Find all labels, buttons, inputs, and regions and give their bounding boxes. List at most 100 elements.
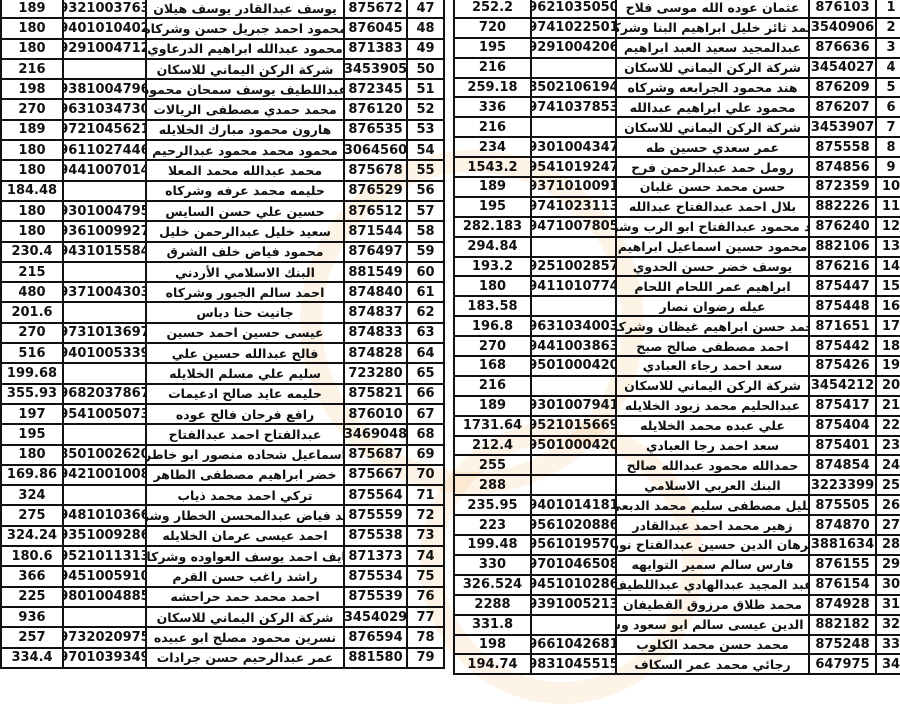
id-cell: 875821 [345,384,408,405]
table-row: 331.8 حسام الدين عيسى سالم ابو سعود وشركا… [455,615,900,636]
value-cell: 180 [2,161,64,182]
id-cell: 875401 [810,436,877,457]
phone-cell: 9621035050 [532,0,617,19]
number-cell: 23 [877,437,900,457]
name-cell: البنك الاسلامي الأردني [147,262,345,284]
phone-cell [532,376,617,397]
id-cell: 876497 [345,242,408,263]
name-cell: محمود علي ابراهيم عبدالله [617,98,810,119]
number-cell: 76 [408,587,445,608]
name-cell: حسام الدين عيسى سالم ابو سعود وشركاه [617,615,810,636]
value-cell: 257 [2,628,64,649]
number-cell: 79 [408,648,445,669]
name-cell: عثمان عوده الله موسى فلاح [617,0,810,19]
number-cell: 29 [877,556,900,576]
value-cell: 180 [2,222,64,243]
value-cell: 196.8 [455,317,532,338]
phone-cell: 9741037853 [532,98,617,119]
phone-cell: 9451010286 [532,575,617,596]
phone-cell: 9401014181 [532,496,617,517]
value-cell: 216 [455,118,532,139]
id-cell: 876154 [810,575,877,596]
table-row: 223 9561020886 زهير محمد احمد عبدالقادر 874… [455,516,900,537]
number-cell: 3 [877,39,900,59]
number-cell: 62 [408,303,445,324]
phone-cell: 9682037867 [64,384,147,405]
value-cell: 215 [2,262,64,284]
number-cell: 27 [877,516,900,537]
number-cell: 57 [408,201,445,223]
value-cell: 169.86 [2,465,64,487]
phone-cell: 9732020975 [64,628,147,649]
phone-cell [64,486,147,507]
value-cell: 331.8 [455,615,532,636]
name-cell: حسن محمد حسن غلبان [617,178,810,198]
table-row: 324.24 9351009286 احمد عيسى عرمان الخلايله… [2,526,445,548]
table-row: 197 9541005073 رافع فرحان فالح عوده 876010 6… [2,404,445,426]
value-cell: 326.524 [455,575,532,596]
name-cell: حليمه عايد صالح ادعيمات [147,384,345,405]
number-cell: 32 [877,616,900,636]
phone-cell: 9741022501 [532,18,617,39]
id-cell: 3540906 [810,18,877,39]
name-cell: سليم علي مسلم الخلايله [147,364,345,385]
id-cell: 876207 [810,98,877,119]
phone-cell: 9731013697 [64,323,147,345]
number-cell: 12 [877,218,900,238]
id-cell: 3223399 [810,476,877,497]
id-cell: 875404 [810,416,877,437]
id-cell: 871544 [345,222,408,243]
name-cell: محمد فياض عبدالمحسن الخطار وشركاه [147,506,345,527]
value-cell: 180.6 [2,547,64,568]
name-cell: حمدالله محمود عبدالله صالح [617,456,810,477]
number-cell: 1 [877,0,900,19]
id-cell: 881549 [345,262,408,284]
number-cell: 65 [408,364,445,385]
number-cell: 74 [408,547,445,568]
phone-cell [64,59,147,81]
number-cell: 69 [408,445,445,466]
id-cell: 874840 [345,283,408,304]
id-cell: 871373 [345,547,408,568]
id-cell: 875417 [810,396,877,417]
id-cell: 874870 [810,516,877,537]
value-cell: 516 [2,344,64,365]
name-cell: شركة الركن اليماني للاسكان [617,118,810,139]
value-cell: 195 [455,197,532,218]
id-cell: 874928 [810,595,877,616]
phone-cell [532,615,617,636]
value-cell: 189 [455,396,532,417]
id-cell: 876535 [345,120,408,142]
id-cell: 882182 [810,615,877,636]
table-row: 169.86 9421001008 خضر ابراهيم مصطفى الطاهر… [2,465,445,487]
number-cell: 50 [408,59,445,81]
name-cell: محمود حسين اسماعيل ابراهيم [617,237,810,258]
name-cell: تركي احمد محمد ذياب [147,486,345,507]
id-cell: 872345 [345,80,408,101]
table-row: 366 9451005910 راشد راغب حسن القرم 875534 75 [2,567,445,588]
id-cell: 876103 [810,0,877,19]
right-table: 252.2 9621035050 عثمان عوده الله موسى فلاح… [453,0,900,676]
name-cell: هارون محمود مبارك الخلايله [147,120,345,142]
table-row: 198 9381004796 عبداللطيف يوسف سمحان محمود 8… [2,80,445,101]
name-cell: خضر ابراهيم مصطفى الطاهر [147,465,345,487]
phone-cell [532,476,617,497]
id-cell: 874833 [345,323,408,345]
value-cell: 223 [455,516,532,537]
number-cell: 4 [877,59,900,79]
value-cell: 183.58 [455,297,532,318]
name-cell: شركة الركن اليماني للاسكان [147,59,345,81]
number-cell: 55 [408,161,445,182]
phone-cell [64,303,147,324]
table-row: 282.1839471007805احمد محمود عبدالفتاح اب… [455,217,900,238]
phone-cell: 9451005910 [64,567,147,588]
value-cell: 180 [2,201,64,223]
name-cell: خليل مصطفى سليم محمد الدبعي [617,496,810,517]
name-cell: احمد مصطفى صالح صبح [617,337,810,358]
id-cell: 3454029 [345,607,408,629]
table-row: 294.84 محمود حسين اسماعيل ابراهيم 882106 13 [455,237,900,258]
name-cell: محمود عبدالله ابراهيم الدرعاوي [147,39,345,60]
phone-cell: 9371010091 [532,178,617,198]
table-row: 2288 9391005213 محمد طلاق مرزوق القطيفان 87… [455,595,900,616]
number-cell: 48 [408,19,445,40]
